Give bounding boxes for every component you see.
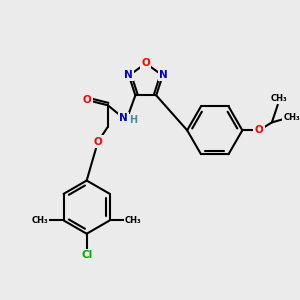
Text: CH₃: CH₃ — [125, 216, 142, 225]
Text: O: O — [94, 137, 102, 147]
Text: CH₃: CH₃ — [283, 113, 300, 122]
Text: CH₃: CH₃ — [32, 216, 48, 225]
Text: N: N — [124, 70, 132, 80]
Text: N: N — [159, 70, 168, 80]
Text: CH₃: CH₃ — [271, 94, 287, 103]
Text: O: O — [83, 95, 92, 105]
Text: O: O — [141, 58, 150, 68]
Text: Cl: Cl — [81, 250, 92, 260]
Text: O: O — [255, 125, 263, 135]
Text: N: N — [119, 113, 128, 123]
Text: H: H — [129, 115, 137, 125]
